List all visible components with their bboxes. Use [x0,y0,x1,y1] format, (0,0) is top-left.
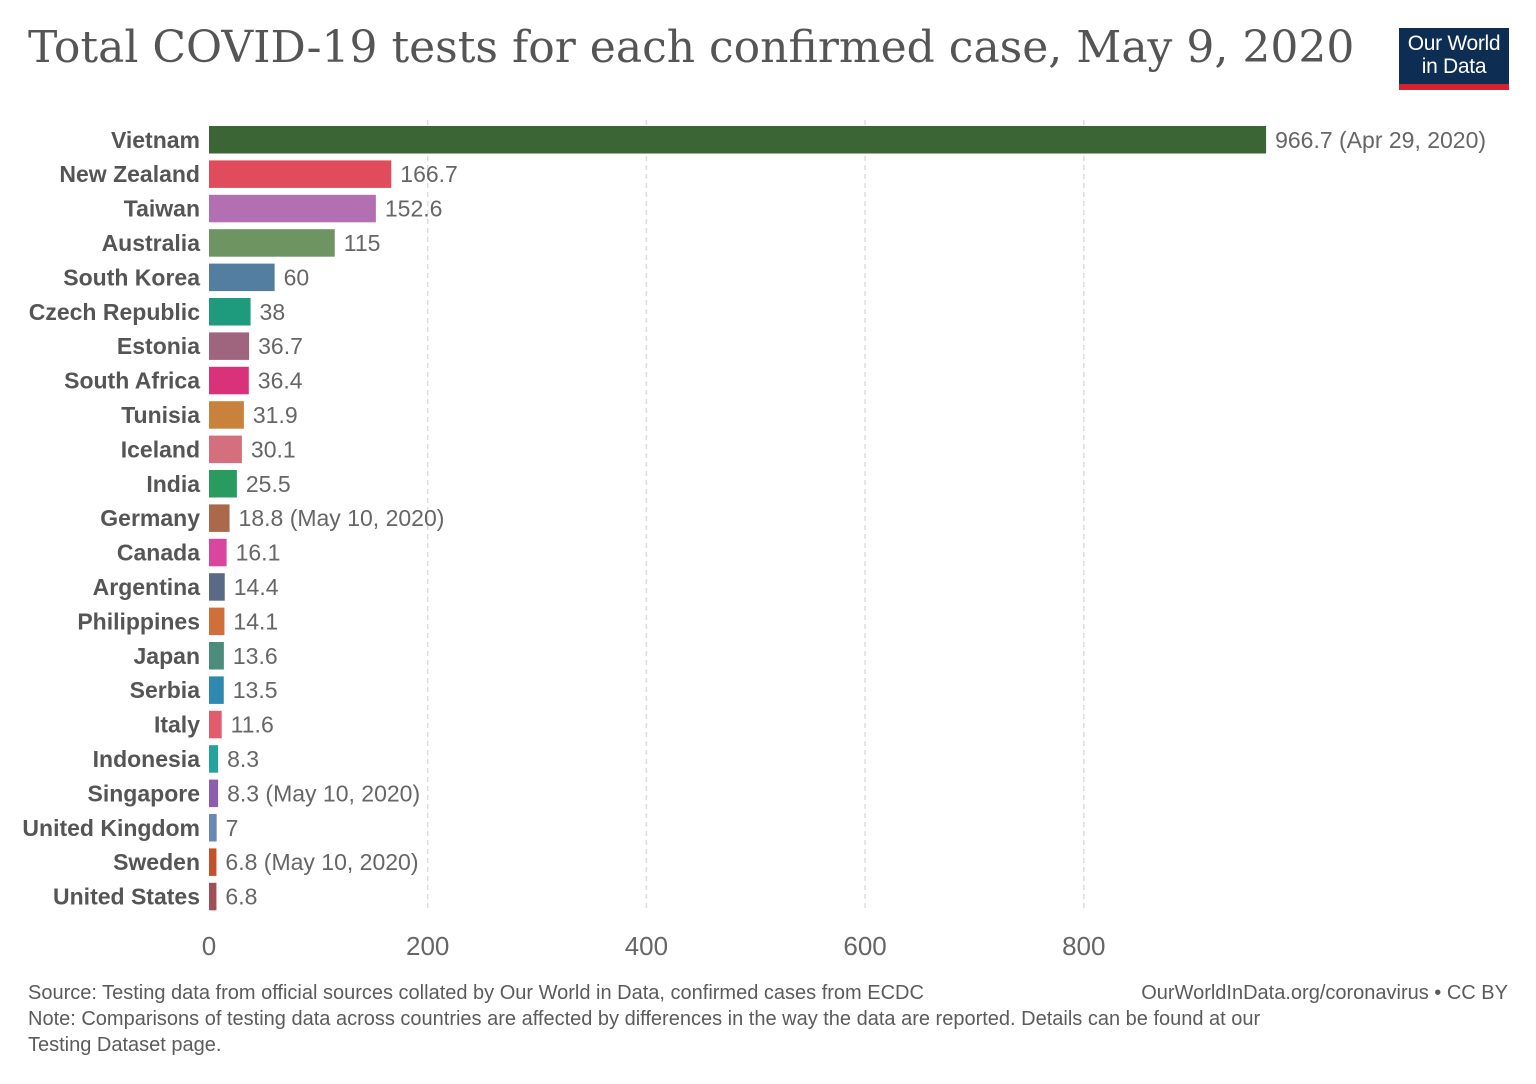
label-layer: Vietnam 966.7 (Apr 29, 2020) New Zealand 16… [22,127,1486,910]
value-label: 14.4 [234,574,279,600]
value-label: 60 [284,264,310,290]
value-label: 14.1 [233,608,278,634]
value-label: 16.1 [236,540,281,566]
category-label: Australia [102,230,201,256]
bar-czech-republic[interactable] [209,298,251,326]
bar-philippines[interactable] [209,607,225,636]
our-world-in-data-logo[interactable]: Our World in Data [1399,28,1509,90]
chart-footer: Source: Testing data from official sourc… [28,980,1508,1058]
category-label: New Zealand [59,161,200,187]
value-label: 36.7 [258,333,303,359]
category-label: Tunisia [121,402,200,428]
category-label: Taiwan [124,196,200,222]
x-axis-ticks: 0 200 400 600 800 [202,931,1106,961]
bar-serbia[interactable] [209,676,224,704]
bar-south-africa[interactable] [209,366,249,395]
bar-new-zealand[interactable] [209,160,392,188]
bar-iceland[interactable] [209,435,242,464]
bar-japan[interactable] [209,642,224,670]
value-label: 966.7 (Apr 29, 2020) [1275,127,1486,153]
category-label: Sweden [113,849,200,875]
value-label: 30.1 [251,436,296,462]
category-label: Singapore [88,780,200,806]
value-label: 8.3 [227,746,259,772]
category-label: United States [53,884,200,910]
bar-united-kingdom[interactable] [209,814,217,842]
value-label: 18.8 (May 10, 2020) [239,505,445,531]
bar-singapore[interactable] [209,779,219,808]
category-label: Argentina [93,574,201,600]
bar-south-korea[interactable] [209,263,275,292]
data-note-line-1: Note: Comparisons of testing data across… [28,1008,1261,1030]
value-label: 38 [260,299,286,325]
source-note: Source: Testing data from official sourc… [28,982,924,1004]
bar-argentina[interactable] [209,573,225,601]
bar-india[interactable] [209,470,237,498]
category-label: United Kingdom [22,815,200,841]
category-label: Germany [100,505,200,531]
value-label: 7 [226,815,239,841]
category-label: Philippines [77,608,200,634]
category-label: South Africa [64,368,200,394]
category-label: South Korea [63,264,200,290]
bar-chart: Vietnam 966.7 (Apr 29, 2020) New Zealand 16… [22,120,1486,961]
bar-tunisia[interactable] [209,401,244,429]
site-credit[interactable]: OurWorldInData.org/coronavirus • CC BY [1141,982,1508,1004]
value-label: 13.5 [233,677,278,703]
data-note-line-2: Testing Dataset page. [28,1034,222,1056]
value-label: 11.6 [231,712,274,738]
category-label: Indonesia [93,746,201,772]
category-label: Japan [134,643,200,669]
x-tick-label: 600 [843,931,886,961]
value-label: 36.4 [258,368,303,394]
x-tick-label: 800 [1062,931,1105,961]
value-label: 31.9 [253,402,298,428]
category-label: Czech Republic [29,299,200,325]
category-label: Canada [117,540,200,566]
category-label: Iceland [121,436,200,462]
x-tick-label: 0 [202,931,216,961]
value-label: 25.5 [246,471,291,497]
bar-united-states[interactable] [209,882,217,911]
value-label: 115 [344,230,381,256]
value-label: 6.8 [225,884,257,910]
bar-taiwan[interactable] [209,194,376,223]
category-label: Vietnam [111,127,200,153]
value-label: 6.8 (May 10, 2020) [225,849,418,875]
chart-title: Total COVID-19 tests for each confirmed … [28,22,1355,73]
bar-germany[interactable] [209,504,230,532]
bar-australia[interactable] [209,229,335,257]
grid-layer [426,120,1085,912]
value-label: 8.3 (May 10, 2020) [227,780,420,806]
value-label: 13.6 [233,643,278,669]
bar-italy[interactable] [209,710,222,739]
category-label: Serbia [130,677,201,703]
bar-vietnam[interactable] [209,126,1267,154]
bar-indonesia[interactable] [209,745,219,773]
value-label: 152.6 [385,196,443,222]
category-label: Italy [154,712,200,738]
x-tick-label: 400 [625,931,668,961]
bar-estonia[interactable] [209,332,250,360]
bar-layer [209,126,1267,911]
value-label: 166.7 [400,161,458,187]
logo-line-2: in Data [1421,55,1487,78]
category-label: India [146,471,200,497]
logo-line-1: Our World [1407,32,1501,55]
category-label: Estonia [117,333,200,359]
bar-sweden[interactable] [209,848,217,876]
x-tick-label: 200 [406,931,449,961]
bar-canada[interactable] [209,538,227,567]
